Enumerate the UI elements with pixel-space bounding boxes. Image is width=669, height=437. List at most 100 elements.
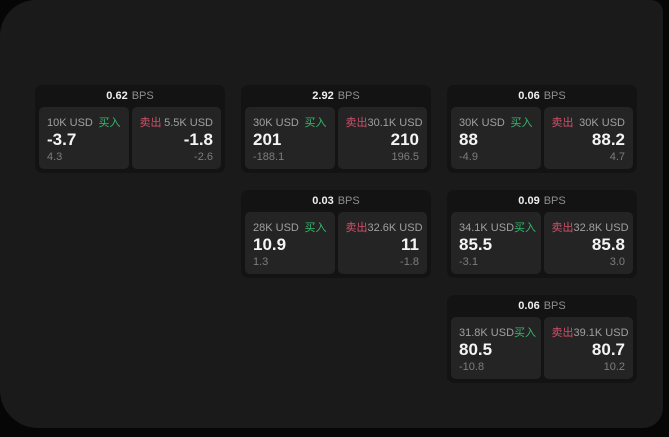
sell-panel[interactable]: 卖出 39.1K USD 80.7 10.2	[543, 317, 633, 379]
buy-panel[interactable]: 31.8K USD 买入 80.5 -10.8	[451, 317, 541, 379]
bps-header: 0.62 BPS	[35, 85, 225, 107]
buy-price: 88	[459, 130, 478, 150]
bps-header: 2.92 BPS	[241, 85, 431, 107]
bps-unit-label: BPS	[337, 90, 360, 102]
buy-price: 80.5	[459, 340, 493, 360]
buy-panel[interactable]: 34.1K USD 买入 85.5 -3.1	[451, 212, 541, 274]
buy-panel[interactable]: 10K USD 买入 -3.7 4.3	[39, 107, 129, 169]
bps-header: 0.09 BPS	[447, 190, 637, 212]
sell-side-label: 卖出	[139, 117, 162, 129]
bid-ask-panels: 31.8K USD 买入 80.5 -10.8 卖出 39.1K USD 80.…	[447, 317, 637, 383]
sell-amount: 30.1K USD	[367, 117, 423, 129]
quote-card[interactable]: 0.06 BPS 31.8K USD 买入 80.5 -10.8 卖出 39.1…	[447, 295, 637, 383]
bps-unit-label: BPS	[131, 90, 154, 102]
sell-panel-top: 卖出 5.5K USD	[140, 114, 214, 130]
sell-panel-top: 卖出 39.1K USD	[551, 324, 629, 340]
buy-delta: -10.8	[459, 361, 485, 373]
quote-grid: 0.62 BPS 10K USD 买入 -3.7 4.3 卖出 5.5K USD…	[35, 85, 637, 383]
bps-value: 0.03	[312, 195, 334, 207]
sell-price: 210	[390, 130, 419, 150]
bps-unit-label: BPS	[543, 300, 566, 312]
quote-card[interactable]: 0.09 BPS 34.1K USD 买入 85.5 -3.1 卖出 32.8K…	[447, 190, 637, 278]
buy-panel-top: 30K USD 买入	[459, 114, 533, 130]
buy-panel[interactable]: 30K USD 买入 88 -4.9	[451, 107, 541, 169]
sell-amount: 30K USD	[579, 117, 625, 129]
sell-delta: 4.7	[609, 151, 625, 163]
bps-value: 0.06	[518, 300, 540, 312]
buy-price: -3.7	[47, 130, 77, 150]
sell-panel-top: 卖出 30.1K USD	[345, 114, 423, 130]
buy-delta: -3.1	[459, 256, 478, 268]
buy-panel-top: 10K USD 买入	[47, 114, 121, 130]
buy-side-label: 买入	[514, 222, 537, 234]
bid-ask-panels: 30K USD 买入 88 -4.9 卖出 30K USD 88.2 4.7	[447, 107, 637, 173]
sell-delta: -1.8	[400, 256, 419, 268]
sell-delta: -2.6	[194, 151, 213, 163]
sell-amount: 32.6K USD	[367, 222, 423, 234]
sell-panel[interactable]: 卖出 5.5K USD -1.8 -2.6	[131, 107, 221, 169]
sell-panel-top: 卖出 30K USD	[552, 114, 626, 130]
bps-value: 0.06	[518, 90, 540, 102]
sell-amount: 32.8K USD	[573, 222, 629, 234]
buy-amount: 30K USD	[459, 117, 505, 129]
sell-amount: 39.1K USD	[573, 327, 629, 339]
quote-board-window: 0.62 BPS 10K USD 买入 -3.7 4.3 卖出 5.5K USD…	[0, 0, 663, 428]
buy-price: 201	[253, 130, 282, 150]
sell-panel-top: 卖出 32.8K USD	[551, 219, 629, 235]
buy-side-label: 买入	[98, 117, 121, 129]
sell-price: 85.8	[591, 235, 625, 255]
buy-price: 10.9	[253, 235, 287, 255]
buy-panel[interactable]: 30K USD 买入 201 -188.1	[245, 107, 335, 169]
sell-panel[interactable]: 卖出 32.6K USD 11 -1.8	[337, 212, 427, 274]
bps-unit-label: BPS	[543, 195, 566, 207]
sell-side-label: 卖出	[551, 327, 574, 339]
buy-amount: 31.8K USD	[459, 327, 515, 339]
sell-side-label: 卖出	[345, 117, 368, 129]
sell-delta: 196.5	[391, 151, 419, 163]
buy-side-label: 买入	[514, 327, 537, 339]
quote-card[interactable]: 0.62 BPS 10K USD 买入 -3.7 4.3 卖出 5.5K USD…	[35, 85, 225, 173]
bps-value: 0.62	[106, 90, 128, 102]
sell-delta: 10.2	[603, 361, 625, 373]
bps-value: 2.92	[312, 90, 334, 102]
sell-panel-top: 卖出 32.6K USD	[345, 219, 423, 235]
buy-delta: 1.3	[253, 256, 269, 268]
sell-price: -1.8	[183, 130, 213, 150]
bid-ask-panels: 34.1K USD 买入 85.5 -3.1 卖出 32.8K USD 85.8…	[447, 212, 637, 278]
buy-panel-top: 30K USD 买入	[253, 114, 327, 130]
sell-price: 80.7	[591, 340, 625, 360]
bps-header: 0.03 BPS	[241, 190, 431, 212]
sell-side-label: 卖出	[345, 222, 368, 234]
buy-side-label: 买入	[304, 117, 327, 129]
sell-panel[interactable]: 卖出 32.8K USD 85.8 3.0	[543, 212, 633, 274]
sell-panel[interactable]: 卖出 30.1K USD 210 196.5	[337, 107, 427, 169]
sell-side-label: 卖出	[551, 117, 574, 129]
buy-panel[interactable]: 28K USD 买入 10.9 1.3	[245, 212, 335, 274]
buy-amount: 10K USD	[47, 117, 93, 129]
bps-header: 0.06 BPS	[447, 295, 637, 317]
quote-card[interactable]: 0.03 BPS 28K USD 买入 10.9 1.3 卖出 32.6K US…	[241, 190, 431, 278]
bid-ask-panels: 30K USD 买入 201 -188.1 卖出 30.1K USD 210 1…	[241, 107, 431, 173]
sell-delta: 3.0	[609, 256, 625, 268]
buy-panel-top: 34.1K USD 买入	[459, 219, 537, 235]
bid-ask-panels: 10K USD 买入 -3.7 4.3 卖出 5.5K USD -1.8 -2.…	[35, 107, 225, 173]
buy-delta: 4.3	[47, 151, 63, 163]
quote-card[interactable]: 2.92 BPS 30K USD 买入 201 -188.1 卖出 30.1K …	[241, 85, 431, 173]
buy-side-label: 买入	[304, 222, 327, 234]
buy-side-label: 买入	[510, 117, 533, 129]
buy-panel-top: 28K USD 买入	[253, 219, 327, 235]
sell-price: 88.2	[591, 130, 625, 150]
buy-amount: 34.1K USD	[459, 222, 515, 234]
quote-card[interactable]: 0.06 BPS 30K USD 买入 88 -4.9 卖出 30K USD 8…	[447, 85, 637, 173]
buy-delta: -188.1	[253, 151, 285, 163]
sell-panel[interactable]: 卖出 30K USD 88.2 4.7	[543, 107, 633, 169]
bid-ask-panels: 28K USD 买入 10.9 1.3 卖出 32.6K USD 11 -1.8	[241, 212, 431, 278]
sell-price: 11	[401, 235, 419, 255]
bps-unit-label: BPS	[337, 195, 360, 207]
sell-amount: 5.5K USD	[164, 117, 213, 129]
buy-amount: 30K USD	[253, 117, 299, 129]
buy-amount: 28K USD	[253, 222, 299, 234]
bps-unit-label: BPS	[543, 90, 566, 102]
buy-delta: -4.9	[459, 151, 478, 163]
sell-side-label: 卖出	[551, 222, 574, 234]
